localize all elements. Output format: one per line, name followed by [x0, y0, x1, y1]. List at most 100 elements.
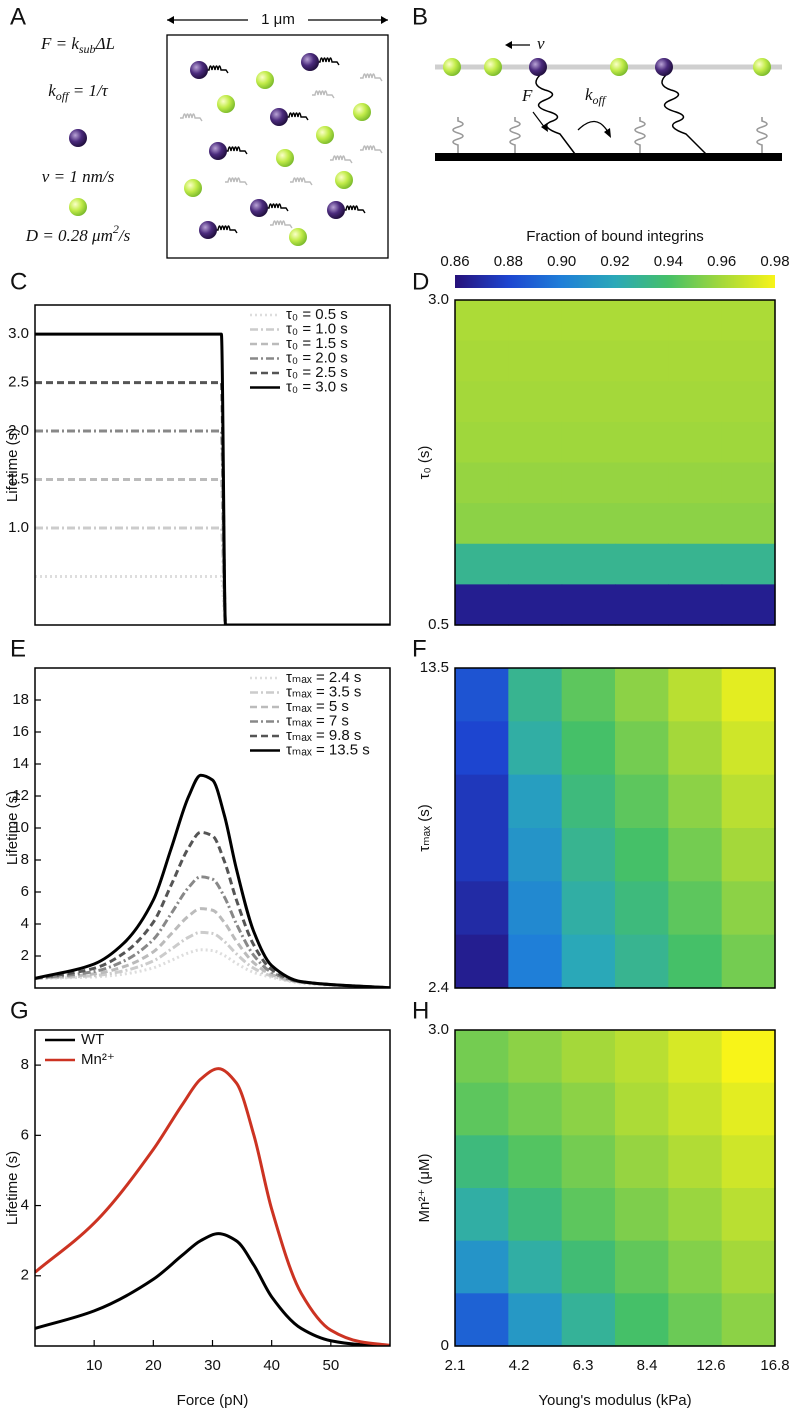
heatmap-cell: [615, 1188, 669, 1242]
heatmap-cell: [721, 543, 776, 585]
legend-label: τ₀ = 1.0 s: [286, 320, 348, 337]
heatmap-cell: [668, 462, 723, 504]
heatmap-cell: [455, 1188, 509, 1242]
heatmap-cell: [455, 584, 509, 626]
heatmap-cell: [561, 1240, 616, 1294]
heatmap-cell: [721, 1188, 776, 1242]
y-tick-label: 3.0: [428, 291, 449, 308]
heatmap-cell: [561, 421, 616, 464]
free-integrins: [184, 71, 371, 246]
x-axis-label: Young's modulus (kPa): [538, 1392, 691, 1409]
y-tick-label: 0: [441, 1337, 449, 1354]
heatmap-cell: [561, 1135, 616, 1189]
heatmap-cell: [561, 584, 616, 626]
heatmap-cell: [508, 1188, 563, 1242]
y-tick-label: 2.4: [428, 979, 449, 996]
scale-label: 1 μm: [261, 11, 295, 28]
heatmap-cell: [455, 1135, 509, 1189]
y-tick-label: 1.0: [8, 519, 29, 536]
heatmap-cell: [561, 300, 616, 342]
heatmap-cell: [668, 1240, 723, 1294]
x-tick-label: 16.8: [760, 1357, 789, 1374]
series-line: [35, 875, 390, 988]
y-tick-label: 3.0: [8, 325, 29, 342]
y-axis-label: Lifetime (s): [4, 428, 21, 502]
heatmap-cell: [508, 1082, 563, 1136]
y-tick-label: 3.0: [428, 1021, 449, 1038]
panel-letter: H: [412, 997, 429, 1024]
heatmap-cell: [561, 721, 616, 776]
heatmap-cell: [561, 881, 616, 936]
y-tick-label: 18: [12, 691, 29, 708]
heatmap-cell: [615, 774, 669, 829]
legend-label: WT: [81, 1031, 104, 1048]
y-tick-label: 8: [21, 851, 29, 868]
equation-part: D = 0.28 μm: [25, 226, 113, 245]
y-tick-label: 12: [12, 787, 29, 804]
series-line: [35, 381, 390, 625]
heatmap-cell: [721, 721, 776, 776]
y-tick-label: 10: [12, 819, 29, 836]
heatmap-cell: [615, 1135, 669, 1189]
y-tick-label: 2.5: [8, 374, 29, 391]
panel-a-diagram: 1 μm: [166, 10, 389, 259]
y-tick-label: 14: [12, 755, 29, 772]
y-axis-label: Lifetime (s): [4, 791, 21, 865]
equation: v = 1 nm/s: [42, 167, 115, 186]
label-v: v: [537, 34, 545, 53]
heatmap-cell: [455, 340, 509, 382]
x-tick-label: 2.1: [445, 1357, 466, 1374]
heatmap-cell: [721, 828, 776, 882]
heatmap-cell: [455, 503, 509, 545]
heatmap-cell: [668, 1293, 723, 1347]
legend-label: τₘₐₓ = 7 s: [286, 712, 349, 729]
heatmap-cell: [721, 300, 776, 342]
x-tick-label: 50: [322, 1357, 339, 1374]
heatmap-cell: [455, 1240, 509, 1294]
x-tick-label: 12.6: [696, 1357, 725, 1374]
heatmap-cell: [508, 340, 563, 382]
heatmap-cell: [721, 1082, 776, 1136]
panel-letter: B: [412, 3, 428, 30]
heatmap-cell: [668, 1135, 723, 1189]
label-bg: [248, 10, 308, 30]
y-axis-label: Mn²⁺ (μM): [416, 1153, 433, 1222]
series-line: [35, 830, 390, 988]
axes-frame: [454, 299, 776, 626]
axes-frame: [454, 1029, 776, 1347]
equation: D = 0.28 μm2/s: [25, 222, 131, 245]
heatmap-cell: [615, 381, 669, 423]
colorbar-tick-label: 0.98: [760, 253, 789, 270]
heatmap-cell: [508, 881, 563, 936]
heatmap-cell: [455, 462, 509, 504]
heatmap-cell: [561, 381, 616, 423]
legend-label: τₘₐₓ = 13.5 s: [286, 741, 370, 758]
heatmap-cell: [668, 543, 723, 585]
series-line: [35, 332, 390, 625]
heatmap-cell: [508, 543, 563, 585]
heatmap-cell: [508, 584, 563, 626]
heatmap-cell: [561, 543, 616, 585]
heatmap-cell: [721, 1240, 776, 1294]
heatmap-cell: [721, 1293, 776, 1347]
heatmap-cell: [615, 584, 669, 626]
equation-part: off: [56, 89, 70, 103]
heatmap-cell: [721, 774, 776, 829]
x-tick-label: 8.4: [637, 1357, 658, 1374]
heatmap-cell: [721, 340, 776, 382]
heatmap-cell: [668, 1030, 723, 1084]
heatmap-cell: [561, 503, 616, 545]
heatmap-cell: [455, 381, 509, 423]
heatmap-cell: [508, 381, 563, 423]
legend-label: τₘₐₓ = 3.5 s: [286, 683, 361, 700]
heatmap-cell: [508, 421, 563, 464]
series-line: [35, 773, 390, 988]
equation-part: ΔL: [95, 34, 115, 53]
heatmap-cell: [561, 934, 616, 989]
heatmap-cell: [455, 1082, 509, 1136]
heatmap-cell: [668, 668, 723, 722]
legend-label: τ₀ = 1.5 s: [286, 335, 348, 352]
heatmap-cell: [721, 668, 776, 722]
colorbar: [455, 275, 775, 288]
x-tick-label: 4.2: [509, 1357, 530, 1374]
